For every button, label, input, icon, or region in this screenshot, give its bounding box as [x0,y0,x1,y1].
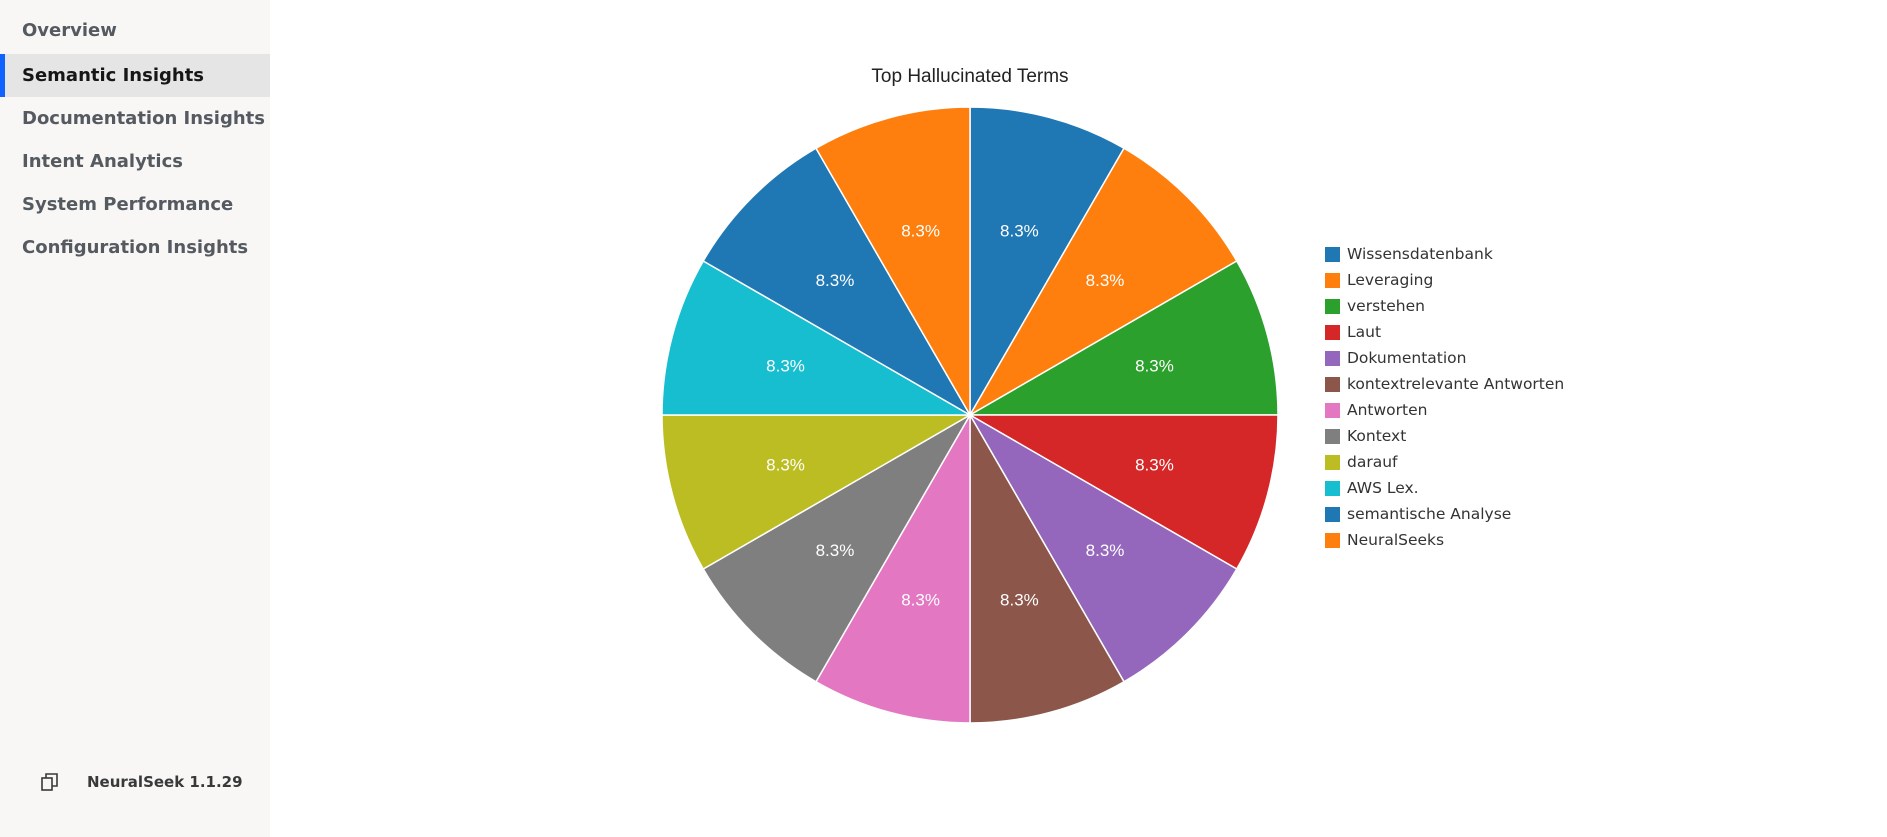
nav-item-configuration-insights[interactable]: Configuration Insights [22,237,249,258]
legend-item[interactable]: Leveraging [1325,267,1564,293]
pie-slice-9[interactable] [661,259,973,416]
chart-legend: Wissensdatenbank Leveraging verstehen Laut D… [1325,241,1564,553]
pie-slice-11[interactable] [814,106,971,418]
legend-label: Antworten [1347,401,1428,419]
legend-item[interactable]: Wissensdatenbank [1325,241,1564,267]
legend-swatch [1325,454,1340,470]
sidebar: Overview Semantic Insights Documentation… [0,0,270,837]
slice-label-3: 8.3% [1135,455,1174,474]
pie-slice-7[interactable] [702,412,973,683]
chart-area: Top Hallucinated Terms 8.3% 8.3% 8.3% 8.3% 8… [270,0,1887,837]
legend-swatch [1325,376,1340,392]
slice-label-8: 8.3% [766,455,805,474]
legend-item[interactable]: kontextrelevante Antworten [1325,371,1564,397]
slice-label-7: 8.3% [816,541,855,560]
legend-item[interactable]: AWS Lex. [1325,475,1564,501]
legend-label: verstehen [1347,297,1425,315]
legend-swatch [1325,480,1340,496]
legend-label: Wissensdatenbank [1347,245,1493,263]
legend-label: Kontext [1347,427,1407,445]
pie-chart: 8.3% 8.3% 8.3% 8.3% 8.3% 8.3% 8.3% 8.3% 8.3% 8.3%… [661,106,1279,724]
nav-item-documentation-insights[interactable]: Documentation Insights [22,108,265,129]
slice-label-6: 8.3% [901,590,940,609]
pie-slice-4[interactable] [967,412,1238,683]
pie-slice-8[interactable] [661,414,973,571]
pie-slice-3[interactable] [967,414,1279,571]
legend-item[interactable]: verstehen [1325,293,1564,319]
legend-swatch [1325,532,1340,548]
legend-swatch [1325,506,1340,522]
slice-label-5: 8.3% [1000,590,1039,609]
legend-item[interactable]: Laut [1325,319,1564,345]
nav-item-system-performance[interactable]: System Performance [22,194,234,215]
legend-label: NeuralSeeks [1347,531,1445,549]
pie-slice-1[interactable] [967,147,1238,418]
nav-item-intent-analytics[interactable]: Intent Analytics [22,151,183,172]
legend-item[interactable]: Antworten [1325,397,1564,423]
legend-label: kontextrelevante Antworten [1347,375,1565,393]
legend-swatch [1325,324,1340,340]
legend-item[interactable]: darauf [1325,449,1564,475]
legend-swatch [1325,402,1340,418]
legend-swatch [1325,246,1340,262]
version-label: NeuralSeek 1.1.29 [87,773,243,791]
pie-slice-10[interactable] [702,147,973,418]
legend-label: darauf [1347,453,1398,471]
slice-label-0: 8.3% [1000,222,1039,241]
pie-slice-0[interactable] [969,106,1126,418]
slice-label-10: 8.3% [816,271,855,290]
nav-item-semantic-insights[interactable]: Semantic Insights [0,54,270,97]
legend-swatch [1325,298,1340,314]
legend-swatch [1325,350,1340,366]
legend-label: Dokumentation [1347,349,1467,367]
legend-swatch [1325,272,1340,288]
sidebar-footer: NeuralSeek 1.1.29 [0,757,270,837]
pie-slice-2[interactable] [967,259,1279,416]
slice-label-1: 8.3% [1086,271,1125,290]
legend-item[interactable]: Kontext [1325,423,1564,449]
legend-label: Laut [1347,323,1382,341]
copy-icon[interactable] [40,772,60,792]
legend-item[interactable]: Dokumentation [1325,345,1564,371]
slice-label-2: 8.3% [1135,357,1174,376]
legend-label: AWS Lex. [1347,479,1419,497]
legend-swatch [1325,428,1340,444]
legend-label: semantische Analyse [1347,505,1512,523]
chart-title: Top Hallucinated Terms [871,66,1069,87]
slice-label-9: 8.3% [766,357,805,376]
slice-label-4: 8.3% [1086,541,1125,560]
pie-slice-6[interactable] [814,412,971,724]
legend-item[interactable]: NeuralSeeks [1325,527,1564,553]
nav-item-overview[interactable]: Overview [22,20,117,41]
legend-label: Leveraging [1347,271,1434,289]
legend-item[interactable]: semantische Analyse [1325,501,1564,527]
slice-label-11: 8.3% [901,222,940,241]
pie-slice-5[interactable] [969,412,1126,724]
